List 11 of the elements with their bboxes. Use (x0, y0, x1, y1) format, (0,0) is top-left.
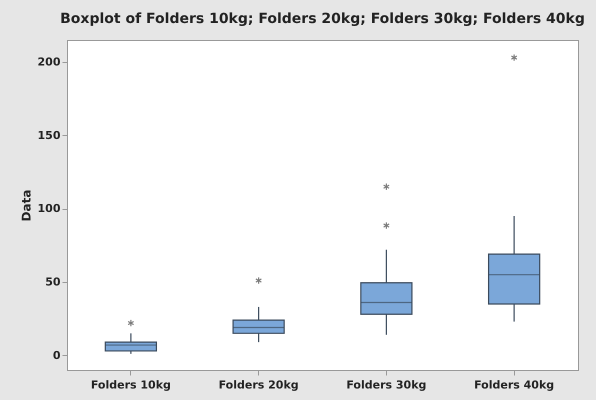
x-tick-label: Folders 30kg (346, 378, 426, 392)
x-tick-label: Folders 10kg (90, 378, 171, 392)
y-tick-label: 200 (38, 56, 61, 68)
y-axis-title: Data (20, 190, 34, 222)
y-tick-label: 0 (52, 348, 61, 362)
x-tick-label: Folders 40kg (474, 378, 554, 392)
chart-title: Boxplot of Folders 10kg; Folders 20kg; Folders 30kg; Folders 40kg (60, 11, 585, 27)
x-tick-label: Folders 20kg (218, 378, 299, 392)
y-tick-label: 50 (45, 276, 61, 288)
y-tick-label: 150 (38, 128, 61, 142)
y-tick-label: 100 (38, 202, 61, 216)
